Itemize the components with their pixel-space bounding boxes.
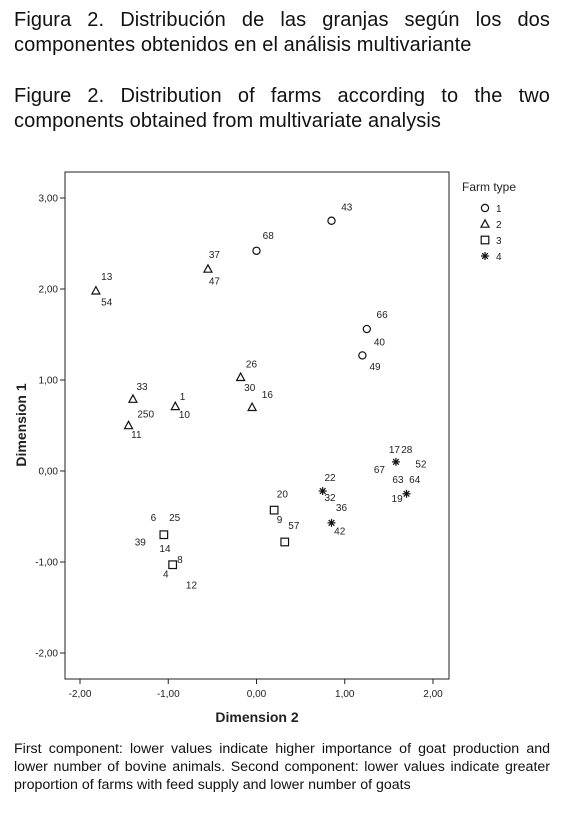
legend-marker-type-1 (480, 203, 490, 213)
legend-marker-type-3 (480, 235, 490, 245)
point-label: 250 (137, 409, 154, 420)
point-label: 13 (101, 272, 113, 283)
point-type-2 (127, 393, 138, 403)
point-label: 36 (336, 503, 348, 514)
point-label: 6 (151, 513, 157, 524)
point-label: 12 (186, 580, 198, 591)
point-label: 30 (244, 383, 256, 394)
point-label: 63 (392, 475, 404, 486)
point-type-4 (402, 489, 411, 498)
point-label: 22 (324, 473, 336, 484)
scatter-chart: -2,00 -1,00 0,00 1,00 2,00 -2,00 -1,00 0,00 1,00… (13, 171, 516, 725)
caption-spanish: Figura 2. Distribución de las granjas se… (14, 9, 550, 56)
point-type-3 (280, 537, 290, 547)
point-label: 11 (131, 430, 142, 441)
point-label: 54 (101, 297, 113, 308)
point-label: 26 (246, 359, 258, 370)
y-tick-label: 2,00 (39, 285, 59, 296)
point-type-2 (170, 400, 181, 411)
point-label: 8 (177, 555, 183, 566)
legend-entry: 2 (496, 220, 502, 231)
point-label: 28 (401, 445, 413, 456)
point-type-2 (247, 401, 258, 412)
y-tick-label: 0,00 (39, 467, 59, 478)
point-type-2 (123, 420, 134, 430)
point-label: 40 (374, 337, 386, 348)
point-label: 17 (389, 445, 401, 456)
y-tick-label: -2,00 (35, 649, 58, 660)
point-type-3 (159, 530, 169, 540)
legend-marker-type-2 (479, 218, 491, 228)
point-label: 4 (163, 569, 169, 580)
axis-ticks: -2,00 -1,00 0,00 1,00 2,00 -2,00 -1,00 0,00 1,00… (35, 194, 443, 701)
point-label: 42 (334, 527, 346, 538)
legend-entry: 3 (496, 236, 502, 247)
point-type-2 (202, 263, 213, 273)
legend-marker-type-4 (481, 252, 489, 260)
point-label: 9 (277, 515, 283, 526)
point-type-2 (90, 285, 101, 295)
point-label: 20 (277, 489, 289, 500)
point-label: 16 (262, 390, 274, 401)
point-label: 33 (136, 382, 148, 393)
point-type-1 (358, 351, 367, 360)
caption-english: Figure 2. Distribution of farms accordin… (14, 85, 550, 132)
figure-note: First component: lower values indicate h… (14, 741, 550, 793)
y-tick-label: 3,00 (39, 194, 59, 205)
data-points (90, 216, 411, 570)
point-label: 68 (263, 231, 275, 242)
y-axis-label: Dimension 1 (13, 383, 29, 466)
point-label: 14 (159, 544, 171, 555)
point-label: 66 (377, 310, 389, 321)
x-tick-label: 2,00 (423, 689, 443, 700)
point-label: 67 (374, 465, 386, 476)
point-type-3 (168, 560, 178, 570)
y-tick-label: 1,00 (39, 376, 59, 387)
point-label: 47 (209, 276, 221, 287)
point-label: 37 (209, 250, 221, 261)
x-tick-label: 1,00 (335, 689, 355, 700)
point-label: 52 (415, 459, 427, 470)
point-label: 19 (392, 494, 404, 505)
x-tick-label: -2,00 (69, 689, 92, 700)
x-axis-label: Dimension 2 (215, 709, 298, 725)
point-label: 32 (324, 493, 336, 504)
point-label: 43 (341, 203, 353, 214)
point-label: 39 (135, 538, 147, 549)
x-tick-label: -1,00 (157, 689, 180, 700)
point-type-1 (362, 324, 372, 334)
point-label: 64 (409, 475, 421, 486)
point-type-4 (327, 518, 336, 527)
x-tick-label: 0,00 (247, 689, 267, 700)
point-label: 57 (288, 521, 300, 532)
point-type-1 (252, 246, 261, 255)
legend-entry: 1 (496, 204, 502, 215)
y-tick-label: -1,00 (35, 558, 58, 569)
plot-frame (64, 171, 450, 680)
point-label: 1 (180, 392, 186, 403)
point-label: 49 (369, 362, 381, 373)
point-type-4 (318, 487, 327, 496)
point-type-2 (235, 371, 246, 382)
point-type-3 (269, 505, 279, 515)
point-type-4 (391, 457, 400, 466)
legend-entry: 4 (496, 252, 502, 263)
point-type-1 (327, 216, 336, 225)
point-label: 25 (169, 513, 181, 524)
legend: Farm type 1 2 3 4 (462, 180, 516, 263)
point-label: 10 (179, 410, 191, 421)
legend-title: Farm type (462, 180, 516, 194)
